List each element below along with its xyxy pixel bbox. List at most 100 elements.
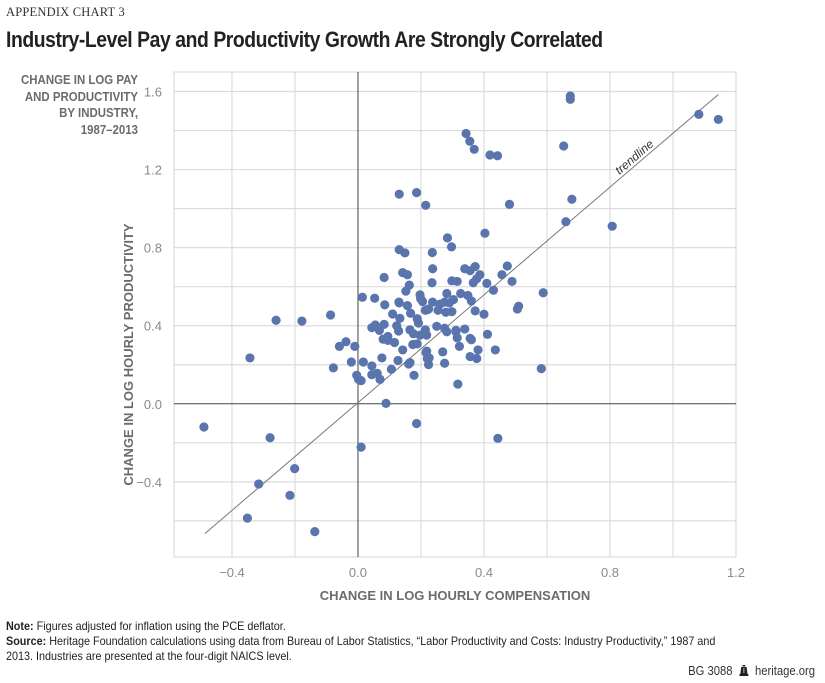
y-tick-label: 1.6 [144, 85, 162, 100]
data-point [334, 341, 344, 352]
trendline [204, 94, 719, 534]
data-point [438, 347, 448, 357]
data-point [488, 285, 499, 295]
data-point [452, 333, 462, 343]
chart-title: Industry-Level Pay and Productivity Grow… [6, 27, 603, 52]
data-point [469, 144, 479, 154]
data-point [567, 194, 577, 204]
data-point [444, 298, 454, 308]
data-point [346, 357, 356, 367]
y-caption-line: BY INDUSTRY, [59, 105, 138, 120]
data-point [497, 270, 507, 280]
data-point [377, 353, 387, 363]
data-point [512, 304, 522, 314]
data-point [442, 288, 452, 299]
data-point [265, 433, 275, 443]
chart-notes: Note: Figures adjusted for inflation usi… [6, 619, 735, 664]
data-point [466, 296, 476, 306]
data-point [379, 272, 389, 283]
data-point [460, 324, 470, 334]
data-point [428, 264, 438, 274]
data-point [341, 337, 351, 347]
data-point [358, 357, 368, 367]
data-point [473, 345, 483, 355]
data-point [472, 353, 482, 364]
data-point [456, 288, 466, 299]
data-point [415, 330, 425, 340]
y-tick-label: 0.0 [144, 397, 162, 412]
data-point [559, 141, 569, 151]
data-point [290, 463, 300, 474]
data-point [485, 150, 495, 160]
data-point [454, 341, 465, 352]
data-point [441, 307, 451, 317]
data-point [507, 276, 517, 287]
data-point [394, 326, 404, 336]
data-point [357, 292, 367, 302]
data-point [565, 94, 575, 104]
data-point [504, 199, 515, 209]
data-point [538, 288, 548, 298]
source-text-continued: 2013. Industries are presented at the fo… [6, 649, 292, 663]
plot-area [173, 71, 737, 558]
data-point [400, 248, 410, 258]
data-point [413, 318, 424, 328]
data-point [427, 278, 437, 288]
data-point [367, 370, 377, 380]
chart-kicker: APPENDIX CHART 3 [6, 5, 125, 19]
data-point [404, 359, 414, 369]
data-point [433, 305, 443, 315]
data-point [409, 370, 419, 380]
data-point [421, 200, 431, 210]
data-point [381, 398, 391, 409]
data-point [713, 114, 723, 125]
y-axis-title: CHANGE IN LOG HOURLY PRODUCTIVITY [121, 223, 136, 486]
data-point [423, 359, 434, 370]
data-point [375, 374, 385, 384]
site-link[interactable]: heritage.org [754, 664, 815, 678]
data-point [428, 297, 438, 307]
data-point [420, 305, 430, 315]
data-point [442, 327, 452, 337]
data-point [285, 490, 295, 500]
data-point [446, 242, 457, 252]
data-point [395, 313, 405, 323]
data-point [468, 278, 478, 288]
data-point [402, 270, 413, 280]
data-point [328, 363, 339, 373]
data-point [480, 228, 490, 238]
data-point [465, 136, 475, 146]
data-point [405, 308, 416, 318]
data-point [442, 233, 453, 243]
trendline-label: trendline [612, 137, 656, 178]
footer: BG 3088 heritage.org [688, 664, 815, 678]
y-tick-label: 0.4 [144, 319, 162, 334]
data-point [427, 247, 437, 258]
data-point [199, 422, 209, 432]
data-point [482, 329, 493, 339]
data-point [254, 479, 264, 489]
data-point [297, 316, 307, 326]
x-tick-label: −0.4 [219, 565, 245, 580]
data-point [422, 330, 432, 340]
data-point [694, 109, 704, 119]
data-point [482, 278, 492, 288]
data-points [199, 91, 723, 537]
data-point [465, 266, 475, 276]
data-point [370, 293, 380, 303]
data-point [452, 276, 462, 287]
y-axis-caption: CHANGE IN LOG PAY AND PRODUCTIVITY BY IN… [17, 72, 138, 138]
data-point [398, 345, 408, 355]
x-axis-title: CHANGE IN LOG HOURLY COMPENSATION [320, 588, 591, 603]
data-point [242, 513, 253, 523]
data-point [408, 339, 418, 350]
data-point [502, 261, 512, 271]
data-point [402, 301, 413, 311]
data-point [374, 325, 384, 336]
data-point [245, 353, 255, 363]
data-point [493, 433, 503, 443]
data-point [380, 300, 390, 310]
data-point [411, 418, 422, 429]
data-point [325, 310, 336, 320]
